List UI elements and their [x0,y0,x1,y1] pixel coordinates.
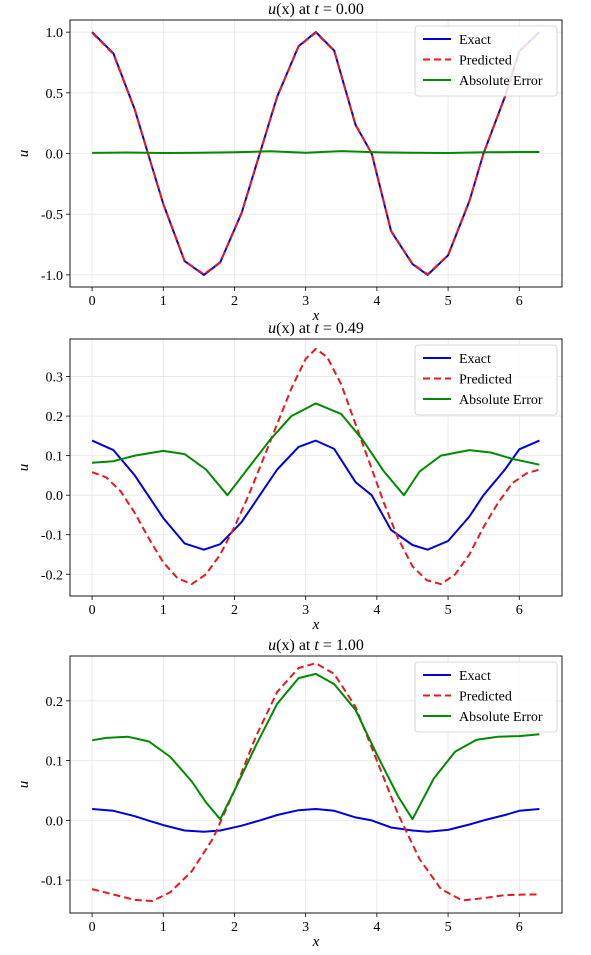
series-line-absolute-error [92,150,540,154]
series-line-predicted [91,31,541,276]
title-eq: = 0.49 [319,320,364,337]
title-mid: at [295,1,315,18]
x-tick-label: 4 [373,294,380,309]
axes-frame [69,655,563,914]
title-arg: (x) [276,1,295,18]
title-var: t [314,320,319,337]
title-var: t [314,637,319,654]
legend: Exact Predicted Absolute Error [414,25,558,97]
series-line-predicted [91,662,540,902]
title-arg: (x) [276,320,295,337]
legend-label: Absolute Error [459,74,543,89]
y-tick-label: -0.1 [41,874,63,889]
legend: Exact Predicted Absolute Error [414,661,558,733]
title-func: u [268,637,276,654]
x-tick-label: 5 [445,920,452,935]
y-tick-label: 1.0 [46,26,64,41]
x-tick-label: 2 [231,603,238,618]
legend-label: Exact [459,33,491,48]
x-tick-label: 6 [516,294,523,309]
x-tick-label: 0 [89,603,96,618]
legend-label: Absolute Error [459,393,543,408]
y-tick-label: -0.5 [41,208,63,223]
title-arg: (x) [276,637,295,654]
legend-label: Predicted [459,690,512,705]
y-tick-label: 0.3 [46,371,64,386]
x-tick-label: 0 [89,294,96,309]
y-tick-label: 0.0 [46,148,64,163]
series-line-exact [91,439,540,551]
chart-title: u(x) at t = 1.00 [268,637,364,654]
x-tick-label: 2 [231,294,238,309]
y-tick-label: -0.1 [41,529,63,544]
y-axis-label: u [16,781,32,789]
y-tick-label: -0.2 [41,568,63,583]
title-eq: = 1.00 [319,637,364,654]
x-tick-label: 5 [445,603,452,618]
series-line-exact [92,808,540,833]
title-mid: at [295,320,315,337]
y-axis-label: u [16,464,32,472]
y-tick-label: 0.1 [46,450,64,465]
chart-title: u(x) at t = 0.49 [268,320,364,337]
x-tick-label: 5 [445,294,452,309]
legend-label: Exact [459,669,491,684]
title-var: t [314,1,319,18]
x-tick-label: 6 [516,603,523,618]
y-tick-label: 0.0 [46,489,64,504]
x-tick-label: 4 [373,603,380,618]
x-tick-label: 0 [89,920,96,935]
x-tick-label: 3 [302,920,309,935]
title-func: u [268,1,276,18]
x-tick-label: 1 [160,294,167,309]
legend-box [414,344,558,416]
y-tick-label: 0.1 [46,755,64,770]
series-line-absolute-error [91,672,540,821]
x-tick-label: 2 [231,920,238,935]
series-line-predicted [91,347,540,586]
y-tick-label: 0.2 [46,695,64,710]
legend: Exact Predicted Absolute Error [414,344,558,416]
legend-label: Absolute Error [459,710,543,725]
x-tick-label: 6 [516,920,523,935]
x-axis-label: x [312,934,320,950]
legend-label: Predicted [459,54,512,69]
y-tick-label: 0.0 [46,814,64,829]
legend-label: Predicted [459,373,512,388]
x-axis-label: x [312,308,320,324]
axes-frame [69,338,563,597]
title-eq: = 0.00 [319,1,364,18]
legend-label: Exact [459,352,491,367]
y-tick-label: 0.2 [46,410,64,425]
x-tick-label: 3 [302,294,309,309]
title-mid: at [295,637,315,654]
x-tick-label: 1 [160,603,167,618]
y-tick-label: -1.0 [41,269,63,284]
legend-box [414,25,558,97]
legend-box [414,661,558,733]
chart-title: u(x) at t = 0.00 [268,1,364,18]
series-line-absolute-error [92,402,540,497]
title-func: u [268,320,276,337]
x-tick-label: 4 [373,920,380,935]
y-axis-label: u [16,150,32,158]
x-tick-label: 3 [302,603,309,618]
x-tick-label: 1 [160,920,167,935]
y-tick-label: 0.5 [46,87,64,102]
x-axis-label: x [312,617,320,633]
